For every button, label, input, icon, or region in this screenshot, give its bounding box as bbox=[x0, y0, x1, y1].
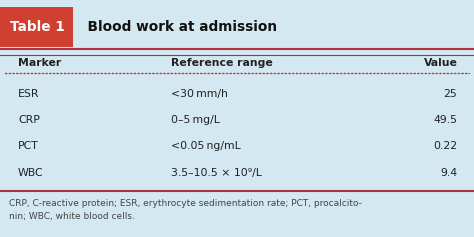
Text: Reference range: Reference range bbox=[171, 58, 273, 68]
Text: Table 1: Table 1 bbox=[9, 20, 64, 34]
Text: ESR: ESR bbox=[18, 89, 39, 99]
Text: 0–5 mg/L: 0–5 mg/L bbox=[171, 115, 219, 125]
Text: PCT: PCT bbox=[18, 141, 39, 151]
Text: 49.5: 49.5 bbox=[433, 115, 457, 125]
Text: 9.4: 9.4 bbox=[440, 168, 457, 178]
Text: Value: Value bbox=[424, 58, 457, 68]
Text: 0.22: 0.22 bbox=[433, 141, 457, 151]
Text: <0.05 ng/mL: <0.05 ng/mL bbox=[171, 141, 240, 151]
Text: CRP: CRP bbox=[18, 115, 40, 125]
Text: CRP, C-reactive protein; ESR, erythrocyte sedimentation rate; PCT, procalcito-
n: CRP, C-reactive protein; ESR, erythrocyt… bbox=[9, 199, 362, 221]
Text: Blood work at admission: Blood work at admission bbox=[78, 20, 277, 34]
Text: 25: 25 bbox=[444, 89, 457, 99]
Text: WBC: WBC bbox=[18, 168, 44, 178]
Text: Marker: Marker bbox=[18, 58, 61, 68]
Text: 3.5–10.5 × 10⁹/L: 3.5–10.5 × 10⁹/L bbox=[171, 168, 262, 178]
Text: <30 mm/h: <30 mm/h bbox=[171, 89, 228, 99]
FancyBboxPatch shape bbox=[0, 7, 73, 47]
